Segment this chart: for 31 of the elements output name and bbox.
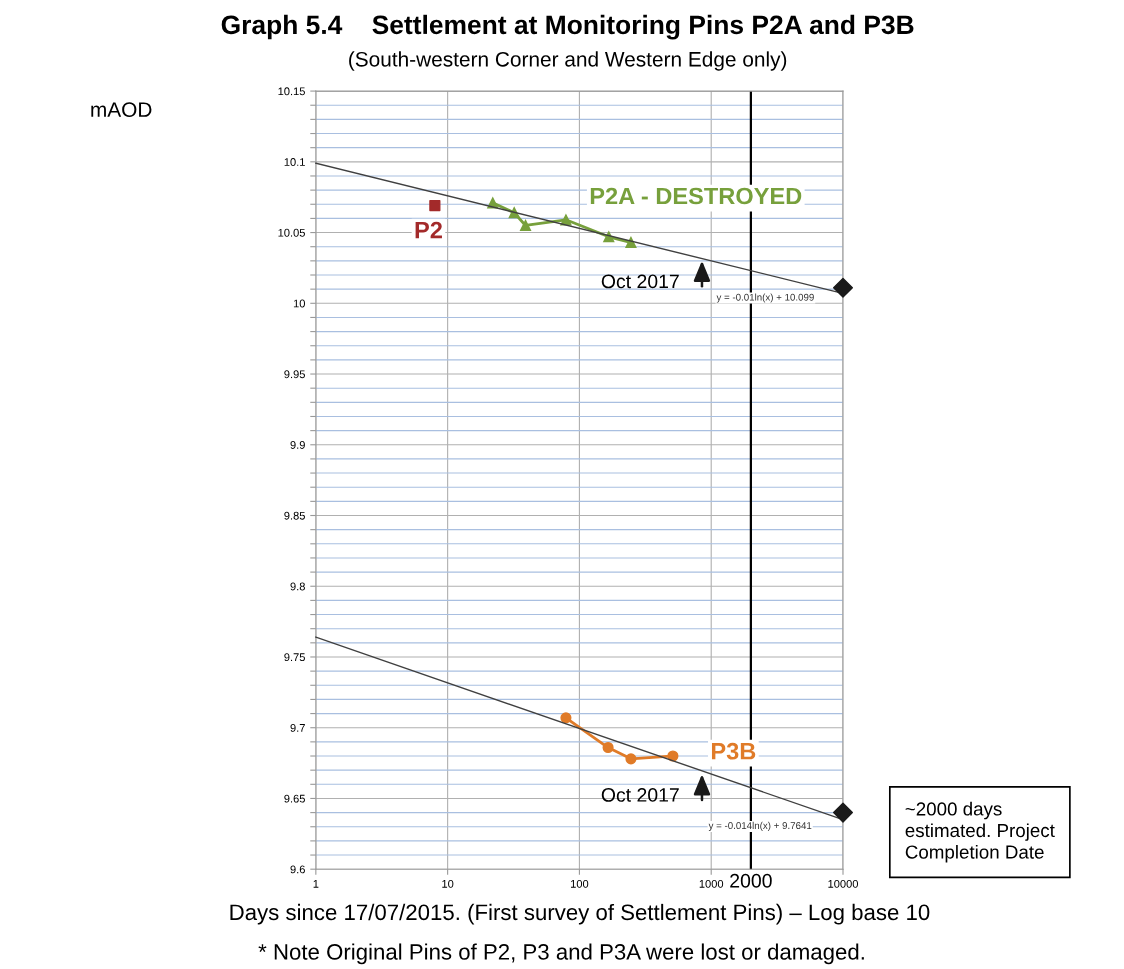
y-tick-label: 9.6 bbox=[290, 865, 305, 874]
x-tick-label: 10000 bbox=[828, 879, 859, 888]
x-tick-label: 1 bbox=[313, 880, 319, 888]
y-tick-label: 9.65 bbox=[284, 794, 305, 803]
y-tick-label: 9.8 bbox=[290, 582, 305, 591]
y-tick-label: 9.7 bbox=[290, 723, 305, 732]
text: * Note Original Pins of P2, P3 and P3A were lost or damaged. bbox=[258, 943, 864, 965]
y-tick-label: 9.9 bbox=[290, 441, 305, 449]
chart-subtitle: (South-western Corner and Western Edge only) bbox=[349, 51, 787, 71]
y-tick-label: 10 bbox=[293, 299, 305, 308]
series-label: P3B bbox=[711, 742, 756, 760]
y-tick-label: 10.05 bbox=[278, 228, 305, 237]
text: ~2000 days estimated. Project Completion Date bbox=[905, 801, 1055, 863]
annotation: Oct 2017 bbox=[601, 788, 679, 802]
chart-title: Graph 5.4 Settlement at Monitoring Pins P2A and P3B bbox=[221, 14, 914, 40]
x-tick-label: 1000 bbox=[699, 879, 724, 888]
annotation: y = -0.01ln(x) + 10.099 bbox=[716, 293, 814, 303]
y-tick-label: 10.15 bbox=[278, 87, 305, 96]
annotation: y = -0.014ln(x) + 9.7641 bbox=[708, 821, 812, 831]
text: mAOD bbox=[91, 102, 152, 118]
series-label: P2A - DESTROYED bbox=[590, 187, 802, 205]
y-tick-label: 9.85 bbox=[284, 511, 305, 520]
x-tick-label: 100 bbox=[571, 879, 589, 888]
y-tick-label: 9.95 bbox=[284, 370, 305, 379]
x-tick-label: 10 bbox=[442, 879, 454, 888]
y-tick-label: 10.1 bbox=[284, 158, 305, 166]
ref-line-label: 2000 bbox=[730, 873, 772, 888]
annotation: Oct 2017 bbox=[601, 274, 679, 289]
x-axis-title: Days since 17/07/2015. (First survey of Settlement Pins) – Log base 10 bbox=[230, 903, 930, 925]
series-label: P2 bbox=[415, 221, 442, 239]
y-tick-label: 9.75 bbox=[284, 653, 305, 662]
